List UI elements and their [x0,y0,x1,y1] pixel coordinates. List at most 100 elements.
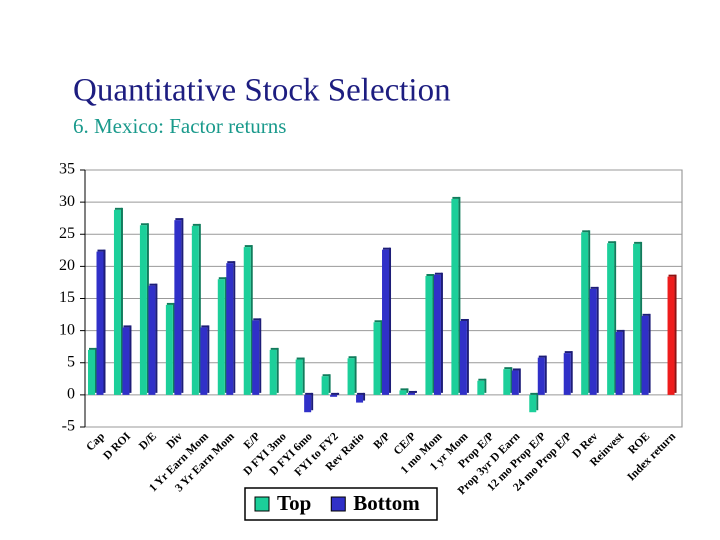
bar-top [530,392,538,395]
y-tick-label: 20 [59,257,75,274]
bar [633,243,641,395]
bar [165,304,173,395]
bar-top [357,392,365,395]
bar-top [564,351,572,354]
y-tick-label: 35 [59,161,75,178]
bar-top [166,302,174,305]
bar [347,358,355,395]
bar [148,285,156,395]
bar-side [354,356,357,393]
bar [641,315,649,395]
bar-side [544,355,547,393]
bar [563,353,571,395]
bar-top [590,286,598,289]
bar [304,394,312,413]
bar [529,394,537,413]
bar-side [233,261,236,393]
bar-top [504,367,512,370]
bar [321,376,329,395]
x-tick-label: Div [164,430,185,451]
bar [174,220,182,395]
bar-side [622,329,625,393]
bar-side [614,241,617,393]
bar-top [616,329,624,332]
bar-top [253,318,261,321]
bar-top [642,313,650,316]
y-tick-label: 0 [67,386,75,403]
bar [139,225,147,395]
bar [477,380,485,395]
bar-side [155,283,158,393]
y-tick-label: 25 [59,225,75,242]
bar [589,288,597,395]
bar-side [198,223,201,393]
bar-side [570,351,573,393]
bar-side [181,218,184,393]
bar [399,390,407,395]
bar [451,198,459,395]
x-tick-label: D/E [137,430,159,452]
bar-top [114,207,122,210]
bar-top [374,320,382,323]
bar-side [440,272,443,393]
bar-top [296,357,304,360]
bar-side [146,223,149,393]
bar [226,263,234,395]
bar [607,243,615,395]
bar-side [389,247,392,393]
bar [425,276,433,395]
bar-side [596,286,599,393]
bar [667,276,675,395]
bar-side [224,277,227,393]
bar-side [250,245,253,393]
bar-side [172,302,175,393]
bar [382,249,390,395]
x-tick-label: Cap [84,431,107,454]
bar-top [434,272,442,275]
bar [407,392,415,395]
bar [269,349,277,395]
bar [191,225,199,395]
bar [252,320,260,395]
bar-top [305,392,313,395]
bar-top [227,261,235,264]
bar-side [536,392,539,411]
bar-side [129,325,132,393]
legend-swatch [254,496,270,512]
bar-side [640,241,643,393]
bar-side [648,313,651,393]
legend-label: Bottom [353,491,420,515]
bar-side [588,230,591,393]
bar-top [201,325,209,328]
bar-top [244,245,252,248]
y-tick-label: 30 [59,193,75,210]
bar-side [95,347,97,393]
bar [113,209,121,395]
bar [356,394,364,403]
bar [330,394,338,397]
bar-top [218,277,226,280]
bar [122,327,130,395]
x-tick-label: E/P [242,431,263,452]
bar-top [582,230,590,233]
bar [373,322,381,395]
chart-title: Quantitative Stock Selection [73,73,451,109]
bar-top [538,355,546,358]
bar-top [89,347,96,350]
bar-side [103,249,106,393]
bar [459,320,467,395]
bar-top [331,392,339,395]
bar-top [668,274,676,277]
bar [243,247,251,395]
bar [537,357,545,395]
bar-top [123,325,131,328]
bar-side [328,374,331,393]
y-tick-label: 15 [59,289,75,306]
bar-top [348,356,356,359]
bar [615,331,623,395]
bar-side [207,325,210,393]
bar [88,349,95,395]
bar-side [380,320,383,393]
bar-top [460,318,468,321]
bar-side [406,388,409,393]
